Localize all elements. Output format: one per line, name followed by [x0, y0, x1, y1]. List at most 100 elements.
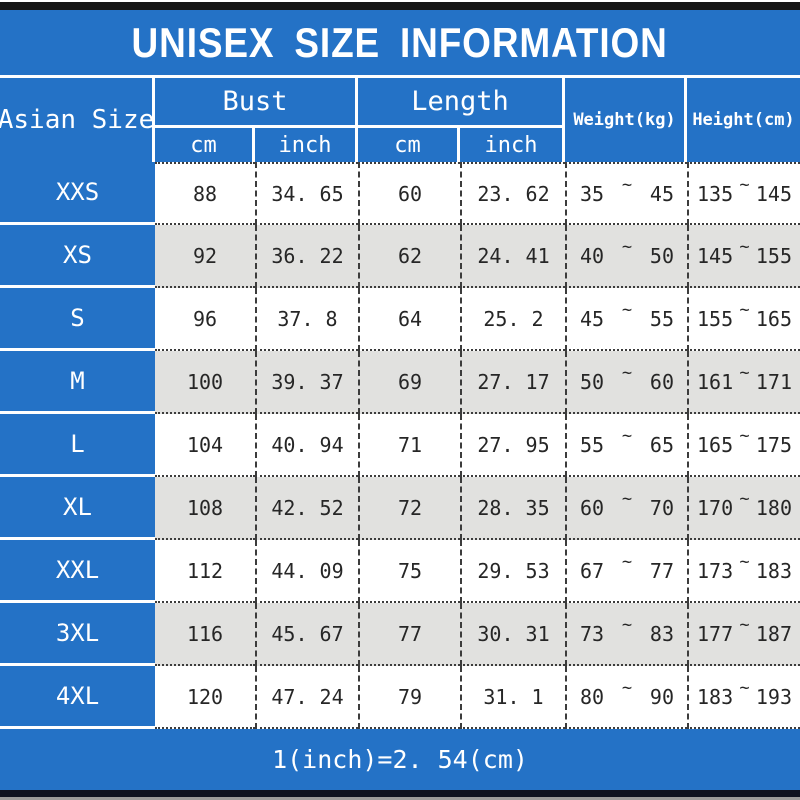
- header-asian-size: Asian Size: [0, 78, 155, 162]
- length-inch-cell: 27. 95: [460, 414, 565, 477]
- weight-max: 83: [649, 621, 674, 646]
- length-cm-cell: 62: [358, 225, 460, 288]
- size-cell: XXS: [0, 162, 155, 225]
- table-row-s: S 96 37. 8 64 25. 2 45 ~ 55 155 ~ 165: [0, 288, 800, 351]
- bust-inch-cell: 34. 65: [255, 162, 358, 225]
- height-min: 177: [697, 621, 734, 646]
- bust-inch-cell: 42. 52: [255, 477, 358, 540]
- bust-cm-cell: 112: [155, 540, 255, 603]
- height-max: 180: [755, 495, 792, 520]
- size-cell: 3XL: [0, 603, 155, 666]
- header-height: Height(cm): [687, 78, 800, 162]
- tilde: ~: [621, 614, 633, 635]
- height-min: 173: [697, 558, 734, 583]
- height-range-cell: 183 ~ 193: [687, 666, 800, 729]
- weight-range-cell: 35 ~ 45: [565, 162, 687, 225]
- length-cm-cell: 72: [358, 477, 460, 540]
- bust-cm-cell: 116: [155, 603, 255, 666]
- bust-cm-cell: 100: [155, 351, 255, 414]
- bust-cm-cell: 120: [155, 666, 255, 729]
- height-range-cell: 165 ~ 175: [687, 414, 800, 477]
- tilde: ~: [739, 362, 750, 383]
- weight-min: 40: [580, 243, 605, 268]
- tilde: ~: [739, 299, 750, 320]
- size-cell: XXL: [0, 540, 155, 603]
- footer-bar: 1(inch)=2. 54(cm): [0, 729, 800, 790]
- weight-range-cell: 40 ~ 50: [565, 225, 687, 288]
- height-max: 155: [755, 243, 792, 268]
- bottom-navy-bar: [0, 790, 800, 797]
- length-cm-cell: 71: [358, 414, 460, 477]
- bust-inch-cell: 44. 09: [255, 540, 358, 603]
- weight-range-cell: 50 ~ 60: [565, 351, 687, 414]
- length-cm-cell: 75: [358, 540, 460, 603]
- header-bust-inch: inch: [255, 128, 358, 162]
- weight-range-cell: 45 ~ 55: [565, 288, 687, 351]
- weight-range-cell: 80 ~ 90: [565, 666, 687, 729]
- height-min: 155: [697, 306, 734, 331]
- title-bar: UNISEX SIZE INFORMATION: [0, 10, 800, 75]
- tilde: ~: [621, 425, 633, 446]
- length-cm-cell: 69: [358, 351, 460, 414]
- tilde: ~: [621, 488, 633, 509]
- length-inch-cell: 29. 53: [460, 540, 565, 603]
- header-length: Length: [358, 78, 565, 128]
- bust-inch-cell: 45. 67: [255, 603, 358, 666]
- weight-max: 90: [649, 684, 674, 709]
- weight-min: 55: [580, 432, 605, 457]
- table-header: Asian Size Bust Length Weight(kg) Height…: [0, 75, 800, 162]
- tilde: ~: [739, 236, 750, 257]
- weight-max: 70: [649, 495, 674, 520]
- bottom-gray-strip: [0, 797, 800, 800]
- tilde: ~: [621, 299, 633, 320]
- length-inch-cell: 25. 2: [460, 288, 565, 351]
- table-row-xxs: XXS 88 34. 65 60 23. 62 35 ~ 45 135 ~ 14…: [0, 162, 800, 225]
- height-range-cell: 177 ~ 187: [687, 603, 800, 666]
- bust-inch-cell: 47. 24: [255, 666, 358, 729]
- bust-cm-cell: 88: [155, 162, 255, 225]
- size-cell: XS: [0, 225, 155, 288]
- table-row-4xl: 4XL 120 47. 24 79 31. 1 80 ~ 90 183 ~ 19…: [0, 666, 800, 729]
- tilde: ~: [739, 174, 750, 195]
- weight-range-cell: 73 ~ 83: [565, 603, 687, 666]
- tilde: ~: [739, 425, 750, 446]
- header-length-inch: inch: [460, 128, 565, 162]
- weight-min: 60: [580, 495, 605, 520]
- length-inch-cell: 31. 1: [460, 666, 565, 729]
- size-cell: M: [0, 351, 155, 414]
- height-min: 183: [697, 684, 734, 709]
- weight-min: 73: [580, 621, 605, 646]
- weight-range-cell: 60 ~ 70: [565, 477, 687, 540]
- height-min: 170: [697, 495, 734, 520]
- height-min: 165: [697, 432, 734, 457]
- weight-max: 60: [649, 369, 674, 394]
- height-range-cell: 161 ~ 171: [687, 351, 800, 414]
- length-inch-cell: 30. 31: [460, 603, 565, 666]
- table-row-xs: XS 92 36. 22 62 24. 41 40 ~ 50 145 ~ 155: [0, 225, 800, 288]
- table-row-xl: XL 108 42. 52 72 28. 35 60 ~ 70 170 ~ 18…: [0, 477, 800, 540]
- bust-inch-cell: 39. 37: [255, 351, 358, 414]
- weight-min: 50: [580, 369, 605, 394]
- weight-max: 50: [649, 243, 674, 268]
- height-max: 175: [755, 432, 792, 457]
- weight-max: 55: [649, 306, 674, 331]
- page-title: UNISEX SIZE INFORMATION: [131, 18, 669, 66]
- bust-cm-cell: 104: [155, 414, 255, 477]
- length-cm-cell: 77: [358, 603, 460, 666]
- bust-cm-cell: 96: [155, 288, 255, 351]
- length-inch-cell: 27. 17: [460, 351, 565, 414]
- bust-cm-cell: 92: [155, 225, 255, 288]
- height-range-cell: 173 ~ 183: [687, 540, 800, 603]
- height-max: 183: [755, 558, 792, 583]
- bust-inch-cell: 40. 94: [255, 414, 358, 477]
- bust-cm-cell: 108: [155, 477, 255, 540]
- height-max: 171: [755, 369, 792, 394]
- height-range-cell: 155 ~ 165: [687, 288, 800, 351]
- tilde: ~: [739, 614, 750, 635]
- height-range-cell: 145 ~ 155: [687, 225, 800, 288]
- tilde: ~: [621, 362, 633, 383]
- tilde: ~: [621, 551, 633, 572]
- weight-range-cell: 67 ~ 77: [565, 540, 687, 603]
- height-max: 187: [755, 621, 792, 646]
- height-max: 145: [755, 181, 792, 206]
